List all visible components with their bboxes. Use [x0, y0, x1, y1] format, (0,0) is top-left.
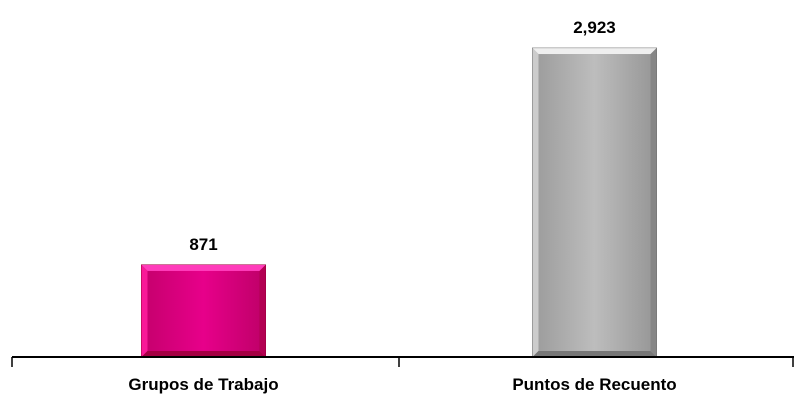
data-label-grupos-de-trabajo: 871: [189, 235, 217, 254]
bar-bevel-bottom: [532, 351, 657, 357]
x-tick-label-puntos-de-recuento: Puntos de Recuento: [512, 375, 676, 394]
bar-bevel-bottom: [141, 351, 266, 357]
data-labels-layer: 871 2,923: [189, 18, 615, 254]
x-axis: Grupos de Trabajo Puntos de Recuento: [11, 356, 794, 394]
data-label-puntos-de-recuento: 2,923: [573, 18, 616, 37]
bar-bevel-top: [532, 48, 657, 55]
bar-bevel-right: [259, 264, 266, 357]
bar-bevel-right: [650, 48, 657, 358]
bar-bevel-left: [532, 48, 539, 358]
bar-puntos-de-recuento: [532, 47, 657, 358]
bars-layer: [141, 47, 657, 358]
x-tick-label-grupos-de-trabajo: Grupos de Trabajo: [128, 375, 278, 394]
bar-bevel-left: [141, 264, 148, 357]
bar-bevel-top: [141, 264, 266, 271]
bar-face: [147, 270, 260, 351]
bar-face: [538, 54, 651, 352]
bar-grupos-de-trabajo: [141, 264, 266, 358]
